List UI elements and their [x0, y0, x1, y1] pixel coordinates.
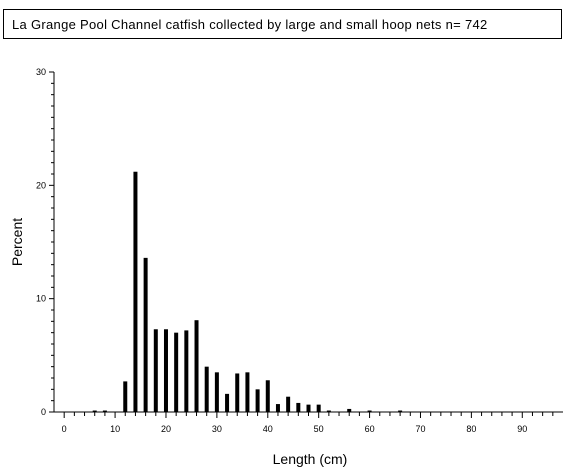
bar: [194, 320, 199, 412]
x-tick-label: 90: [517, 424, 527, 434]
bar: [214, 372, 219, 412]
bar: [286, 396, 291, 412]
y-tick-label: 0: [41, 407, 46, 417]
bar: [163, 329, 168, 412]
bar: [296, 402, 301, 412]
bar: [316, 404, 321, 412]
bar: [235, 373, 240, 412]
x-tick-label: 30: [212, 424, 222, 434]
x-tick-label: 60: [365, 424, 375, 434]
bar: [174, 332, 179, 412]
bar: [123, 381, 128, 412]
x-axis-title: Length (cm): [273, 451, 348, 467]
y-tick-label: 10: [36, 294, 46, 304]
bars: [92, 171, 403, 412]
plot-area: 0 10 20 30 0 10 20 30 40 50 60 70 80 90: [36, 67, 563, 434]
bar: [326, 410, 331, 412]
bar: [265, 380, 270, 412]
bar: [143, 257, 148, 412]
x-tick-label: 40: [263, 424, 273, 434]
y-tick-label: 20: [36, 180, 46, 190]
x-tick-label: 70: [415, 424, 425, 434]
y-ticks: 0 10 20 30: [36, 67, 54, 417]
bar: [306, 404, 311, 412]
x-tick-label: 50: [314, 424, 324, 434]
bar: [225, 393, 230, 412]
bar: [184, 330, 189, 412]
bar: [153, 329, 158, 412]
bar: [133, 171, 138, 412]
bar: [398, 410, 403, 412]
bar: [255, 389, 260, 412]
bar: [367, 410, 372, 412]
bar: [92, 410, 97, 412]
bar: [275, 404, 280, 412]
y-axis-title: Percent: [9, 218, 25, 266]
bar: [204, 366, 209, 412]
x-tick-label: 20: [161, 424, 171, 434]
bar: [347, 408, 352, 412]
bar: [245, 372, 250, 412]
x-tick-label: 80: [466, 424, 476, 434]
chart-title: La Grange Pool Channel catfish collected…: [3, 9, 562, 39]
x-tick-label: 0: [62, 424, 67, 434]
y-tick-label: 30: [36, 67, 46, 77]
bar: [102, 410, 107, 412]
x-tick-label: 10: [110, 424, 120, 434]
x-ticks: 0 10 20 30 40 50 60 70 80 90: [62, 412, 554, 434]
